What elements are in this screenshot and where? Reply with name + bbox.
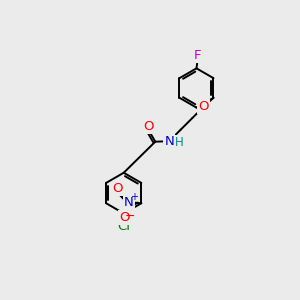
Text: O: O	[199, 100, 209, 113]
Text: −: −	[124, 209, 135, 222]
Text: N: N	[164, 135, 174, 148]
Text: Cl: Cl	[117, 220, 130, 233]
Text: O: O	[143, 120, 154, 134]
Text: O: O	[119, 211, 130, 224]
Text: H: H	[175, 136, 183, 149]
Text: N: N	[124, 196, 134, 208]
Text: F: F	[194, 49, 201, 62]
Text: O: O	[113, 182, 123, 195]
Text: +: +	[130, 193, 138, 202]
